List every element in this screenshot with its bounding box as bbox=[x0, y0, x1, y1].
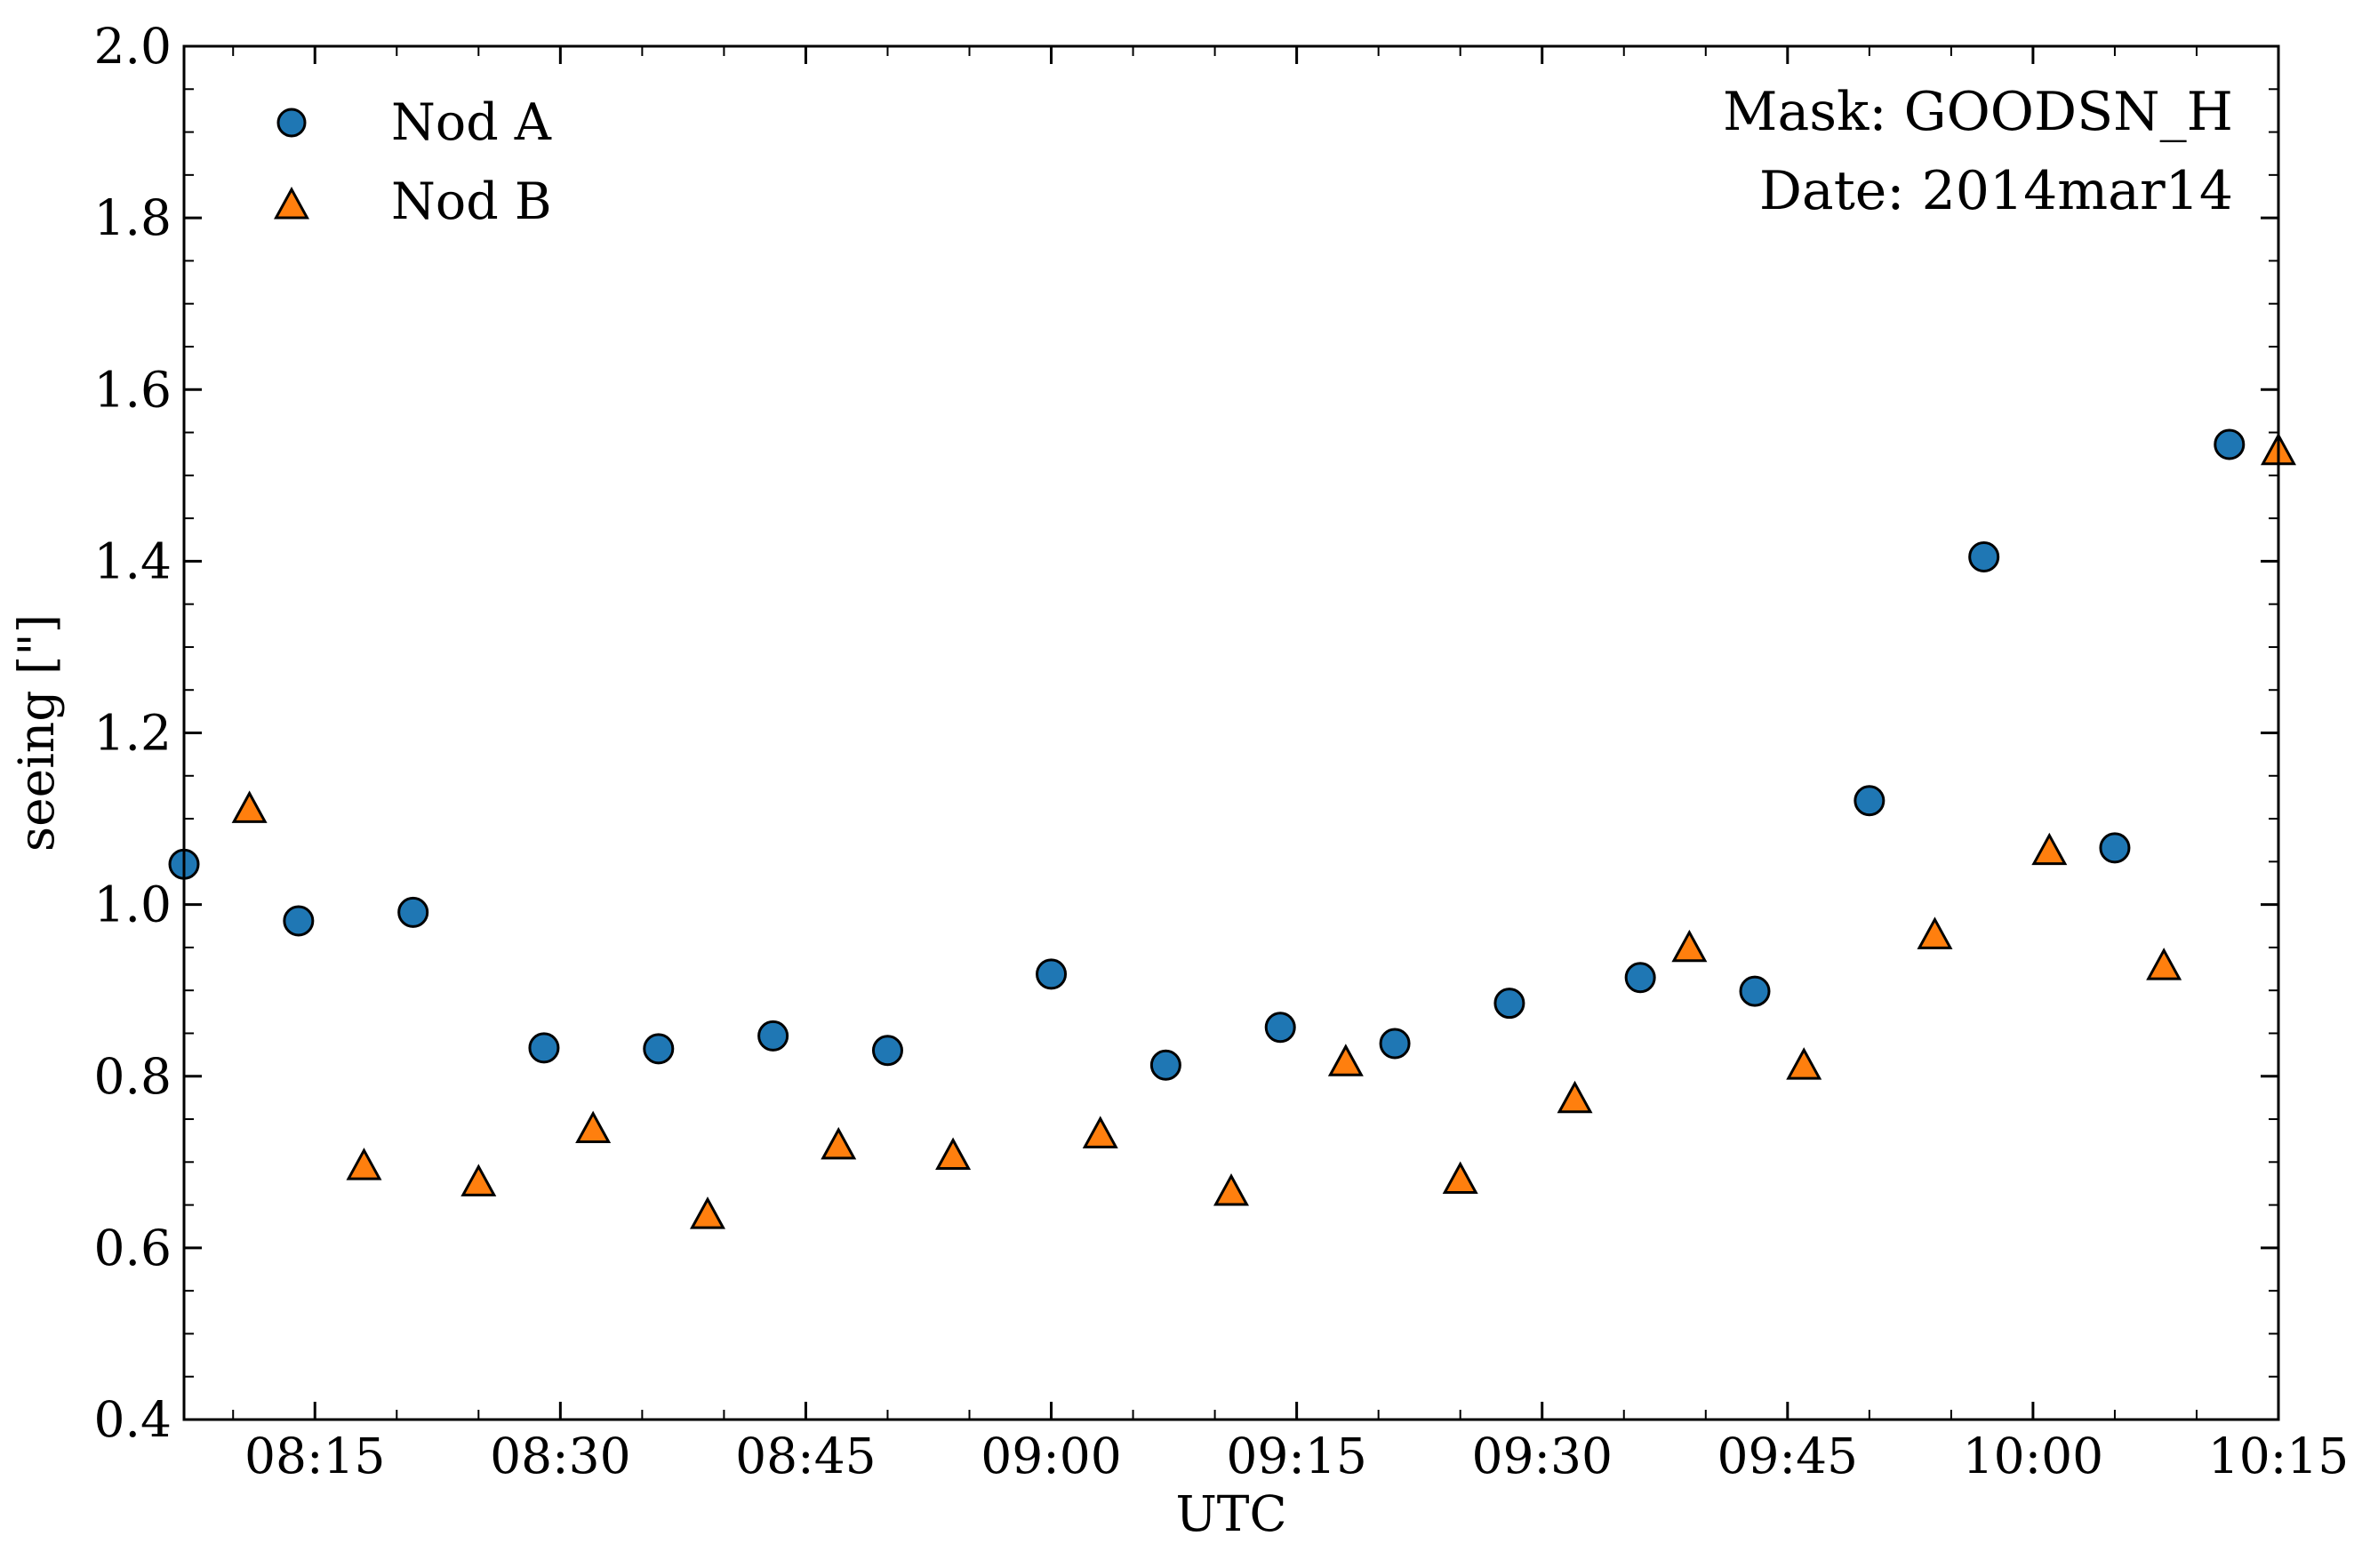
legend-marker-nod-a bbox=[276, 108, 307, 138]
nod-b-point bbox=[1327, 1044, 1364, 1076]
y-tick-label: 2.0 bbox=[94, 18, 172, 75]
nod-b-point bbox=[231, 790, 268, 823]
nod-b-point bbox=[1082, 1116, 1118, 1148]
nod-a-point bbox=[1493, 988, 1525, 1020]
nod-a-point bbox=[1854, 785, 1886, 817]
x-tick-label: 08:30 bbox=[490, 1428, 631, 1484]
x-tick-label: 09:00 bbox=[981, 1428, 1122, 1484]
nod-a-point bbox=[1739, 975, 1771, 1007]
nod-a-point bbox=[643, 1033, 675, 1065]
x-tick-label: 08:15 bbox=[244, 1428, 386, 1484]
data-points bbox=[168, 428, 2296, 1229]
x-tick-label: 09:45 bbox=[1717, 1428, 1859, 1484]
nod-b-point bbox=[821, 1126, 857, 1160]
nod-b-point bbox=[346, 1148, 382, 1180]
nod-b-point bbox=[1557, 1080, 1593, 1114]
x-tick-label: 08:45 bbox=[735, 1428, 877, 1484]
nod-a-point bbox=[1379, 1028, 1411, 1060]
axis-ticks bbox=[184, 44, 2280, 1421]
legend-label-nod-a: Nod A bbox=[391, 93, 552, 152]
nod-a-point bbox=[528, 1032, 560, 1064]
y-tick-label: 0.6 bbox=[94, 1220, 172, 1276]
date-annotation: Date: 2014mar14 bbox=[1759, 160, 2233, 222]
nod-a-point bbox=[871, 1035, 903, 1067]
nod-a-point bbox=[1264, 1012, 1296, 1044]
x-tick-label: 10:15 bbox=[2208, 1428, 2350, 1484]
nod-a-point bbox=[1149, 1049, 1181, 1081]
y-tick-label: 1.4 bbox=[94, 532, 172, 589]
x-tick-label: 09:30 bbox=[1471, 1428, 1613, 1484]
y-tick-label: 1.0 bbox=[94, 876, 172, 933]
nod-b-point bbox=[1671, 929, 1708, 963]
mask-annotation: Mask: GOODSN_H bbox=[1723, 81, 2233, 143]
legend-label-nod-b: Nod B bbox=[391, 172, 552, 231]
legend-marker-nod-b bbox=[274, 186, 309, 220]
x-tick-label: 10:00 bbox=[1963, 1428, 2104, 1484]
nod-b-point bbox=[1442, 1161, 1478, 1195]
nod-b-point bbox=[2146, 948, 2182, 980]
y-tick-label: 1.8 bbox=[94, 189, 172, 246]
nod-b-point bbox=[575, 1110, 612, 1144]
x-tick-label: 09:15 bbox=[1226, 1428, 1367, 1484]
nod-a-point bbox=[397, 896, 429, 928]
nod-b-point bbox=[460, 1164, 497, 1196]
nod-b-point bbox=[1786, 1047, 1822, 1080]
x-axis-label: UTC bbox=[1175, 1485, 1286, 1542]
legend: Nod A Nod B bbox=[274, 93, 552, 231]
nod-a-point bbox=[1968, 541, 2000, 573]
nod-b-point bbox=[2031, 832, 2068, 866]
nod-b-point bbox=[1213, 1173, 1249, 1206]
plot-frame bbox=[182, 44, 2280, 1421]
nod-a-point bbox=[757, 1020, 789, 1052]
y-tick-labels: 0.4 0.6 0.8 1.0 1.2 1.4 1.6 1.8 2.0 bbox=[94, 18, 172, 1448]
y-axis-label: seeing ["] bbox=[8, 614, 65, 852]
nod-a-point bbox=[283, 905, 315, 937]
nod-a-point bbox=[2214, 428, 2246, 460]
y-tick-label: 0.8 bbox=[94, 1048, 172, 1105]
y-tick-label: 0.4 bbox=[94, 1391, 172, 1448]
nod-a-point bbox=[1624, 962, 1656, 994]
nod-b-point bbox=[690, 1196, 725, 1229]
nod-a-point bbox=[2099, 832, 2131, 864]
x-tick-labels: 08:15 08:30 08:45 09:00 09:15 09:30 09:45 10:00… bbox=[244, 1428, 2349, 1484]
nod-b-point bbox=[935, 1137, 972, 1170]
y-tick-label: 1.6 bbox=[94, 361, 172, 418]
nod-a-point bbox=[1036, 958, 1068, 990]
nod-b-point bbox=[1917, 916, 1953, 949]
y-tick-label: 1.2 bbox=[94, 705, 172, 762]
